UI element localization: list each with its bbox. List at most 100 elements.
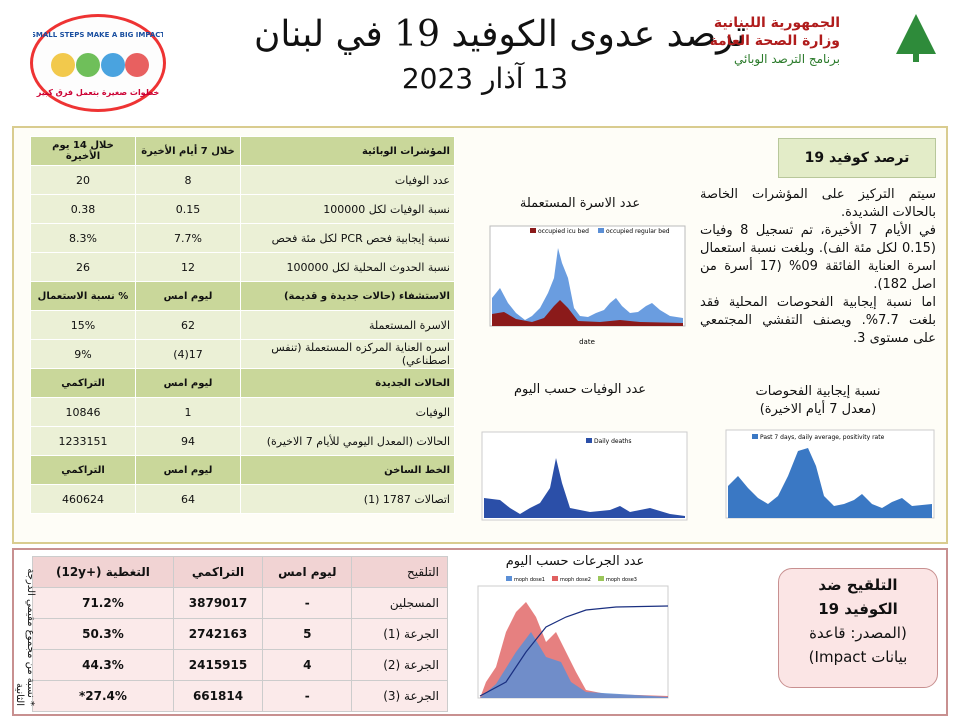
table-cell: نسبة إيجابية فحص PCR لكل مئة فحص (240, 223, 455, 253)
title: ترصد عدوى الكوفيد 19 في لبنان (253, 14, 747, 55)
positivity-chart: Past 7 days, daily average, positivity r… (725, 429, 935, 519)
table-cell: 8.3% (30, 223, 136, 253)
header-row: الاستشفاء (حالات جديدة و قديمة) ليوم امس%… (30, 281, 455, 311)
table-cell: الجرعة (2) (351, 649, 448, 681)
header-cell: ليوم امس (262, 556, 353, 588)
chart-title: عدد الجرعات حسب اليوم (505, 554, 645, 569)
summary-paragraph: اما نسبة إيجابية الفحوصات المحلية فقد بل… (700, 295, 936, 346)
table-cell: 2415915 (172, 649, 264, 681)
table-cell: - (262, 680, 353, 712)
header-cell: التراكمي (30, 368, 136, 398)
box-line: الكوفيد 19 (818, 600, 898, 618)
table-cell: 0.15 (135, 194, 241, 224)
header-row: الخط الساخن ليوم امس التراكمي (30, 455, 455, 485)
logo-icon (125, 53, 149, 77)
table-cell: 64 (135, 484, 241, 514)
table-cell: 62 (135, 310, 241, 340)
table-cell: 9% (30, 339, 136, 369)
table-cell: 2742163 (172, 618, 264, 650)
vaccination-table: التلقيح ليوم امس التراكمي التغطية (+12y) الم… (32, 556, 448, 712)
header-row: المؤشرات الوبائية خلال 7 أيام الأخيرة خلال… (30, 136, 455, 166)
area-decoration (492, 300, 683, 326)
table-cell: 5 (262, 618, 353, 650)
legend-swatch (752, 434, 758, 439)
table-cell: 460624 (30, 484, 136, 514)
table-row: نسبة الوفيات لكل 100000 0.15 0.38 (30, 194, 455, 224)
table-cell: 1 (135, 397, 241, 427)
box-line: التلقيح ضد (818, 576, 898, 594)
table-row: الاسرة المستعملة 62 15% (30, 310, 455, 340)
table-cell: عدد الوفيات (240, 165, 455, 195)
logo-icon (51, 53, 75, 77)
header-cell: الاستشفاء (حالات جديدة و قديمة) (240, 281, 455, 311)
table-row: اتصالات 1787 (1) 64 460624 (30, 484, 455, 514)
chart-title: نسبة إيجابية الفحوصات (755, 384, 881, 399)
legend-label: moph dose2 (560, 577, 591, 583)
date: 13 آذار 2023 (401, 62, 569, 95)
table-cell: 661814 (172, 680, 264, 712)
logo-icon (76, 53, 100, 77)
vaccination-box: التلقيح ضد الكوفيد 19 (المصدر: قاعدة بيا… (778, 568, 938, 688)
ministry-line: برنامج الترصد الوبائي (733, 52, 840, 66)
header-cell: الخط الساخن (240, 455, 455, 485)
cedar-logo (896, 14, 936, 62)
table-cell: 71.2% (32, 587, 174, 619)
table-cell: اسره العناية المركزه المستعملة (تنفس اصط… (240, 339, 455, 369)
logo: SMALL STEPS MAKE A BIG IMPACT خطوات صغير… (30, 14, 166, 112)
header-cell: التراكمي (30, 455, 136, 485)
cedar-trunk (913, 54, 919, 62)
chart-title: عدد الوفيات حسب اليوم (513, 382, 647, 397)
header-cell: التراكمي (172, 556, 264, 588)
chart-title: عدد الاسرة المستعملة (519, 196, 641, 211)
header-cell: التلقيح (351, 556, 448, 588)
table-cell: 7.7% (135, 223, 241, 253)
summary: سيتم التركيز على المؤشرات الخاصة بالحالا… (700, 186, 936, 348)
beds-chart: occupied icu bed occupied regular bed da… (489, 225, 686, 346)
table-cell: 1233151 (30, 426, 136, 456)
header-cell: خلال 14 يوم الأخيرة (30, 136, 136, 166)
table-row: اسره العناية المركزه المستعملة (تنفس اصط… (30, 339, 455, 369)
table-cell: 8 (135, 165, 241, 195)
chart-subtitle: (معدل 7 أيام الاخيرة) (759, 402, 877, 417)
summary-paragraph: في الأيام 7 الأخيرة، تم تسجيل 8 وفيات (0… (700, 223, 937, 292)
legend-swatch (506, 576, 512, 581)
area-decoration (728, 448, 932, 518)
table-cell: 17(4) (135, 339, 241, 369)
box-line: بيانات Impact) (808, 648, 908, 666)
table-row: الجرعة (2) 4 2415915 44.3% (32, 649, 448, 681)
ministry-line: الجمهورية اللبنانية (713, 15, 840, 31)
table-cell: 94 (135, 426, 241, 456)
x-axis-label: date (579, 338, 595, 346)
summary-title: ترصد كوفيد 19 (778, 138, 936, 178)
header-cell: ليوم امس (135, 455, 241, 485)
legend-label: Daily deaths (594, 438, 632, 445)
doses-chart: moph dose1 moph dose2 moph dose3 (477, 576, 669, 699)
bars-decoration (484, 458, 685, 518)
header-row: الحالات الجديدة ليوم امس التراكمي (30, 368, 455, 398)
table-cell: 15% (30, 310, 136, 340)
legend-label: occupied regular bed (606, 228, 670, 235)
table-cell: 12 (135, 252, 241, 282)
table-cell: 20 (30, 165, 136, 195)
legend-label: Past 7 days, daily average, positivity r… (760, 434, 885, 441)
summary-paragraph: سيتم التركيز على المؤشرات الخاصة بالحالا… (700, 187, 936, 220)
vaccination-panel (12, 548, 948, 716)
header-cell: ليوم امس (135, 368, 241, 398)
table-row: الحالات (المعدل اليومي للأيام 7 الاخيرة)… (30, 426, 455, 456)
legend-swatch (598, 576, 604, 581)
table-row: الجرعة (3) -661814 27.4%* (32, 680, 448, 712)
table-row: نسبة إيجابية فحص PCR لكل مئة فحص 7.7% 8.3% (30, 223, 455, 253)
cedar (896, 14, 936, 54)
deaths-chart: Daily deaths (481, 431, 688, 521)
logo-slogan: خطوات صغيرة بتعمل فرق كبير (36, 88, 160, 97)
plot-area (481, 431, 688, 521)
legend-swatch (552, 576, 558, 581)
table-cell: الحالات (المعدل اليومي للأيام 7 الاخيرة) (240, 426, 455, 456)
header-cell: % نسبة الاستعمال (30, 281, 136, 311)
table-cell: الاسرة المستعملة (240, 310, 455, 340)
table-cell: المسجلين (351, 587, 448, 619)
header-cell: ليوم امس (135, 281, 241, 311)
line-decoration (479, 605, 669, 697)
table-cell: 10846 (30, 397, 136, 427)
